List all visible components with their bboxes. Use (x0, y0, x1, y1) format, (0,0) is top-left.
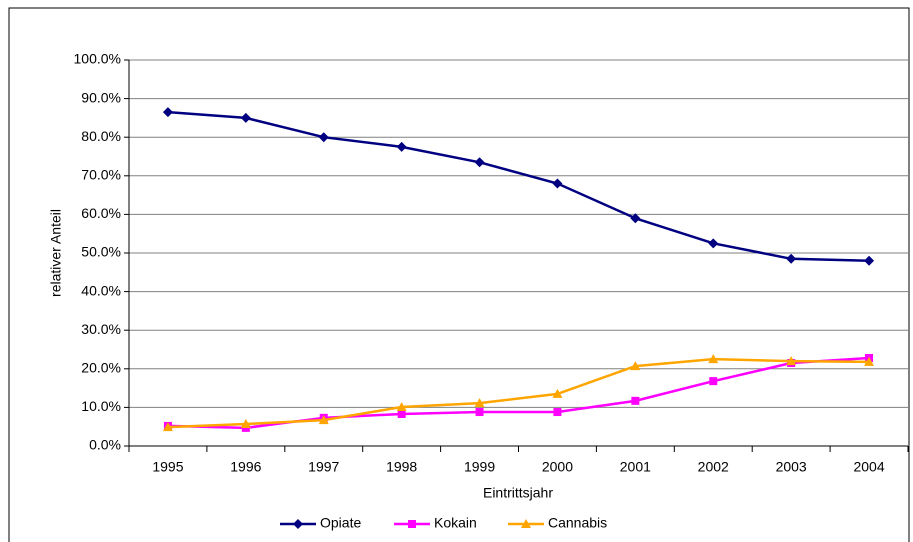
point (631, 396, 640, 405)
legend-marker (521, 519, 531, 528)
point (552, 388, 563, 398)
y-axis-title: relativer Anteil (48, 209, 64, 297)
series-line (167, 357, 870, 429)
legend-marker (293, 519, 303, 529)
y-tick-label: 20.0% (81, 360, 121, 376)
y-tick-label: 60.0% (81, 205, 121, 221)
point (708, 238, 719, 249)
x-tick-label: 1998 (386, 459, 417, 475)
point (474, 157, 485, 168)
legend-label: Opiate (320, 515, 361, 531)
point (864, 356, 875, 366)
y-tick-label: 40.0% (81, 282, 121, 298)
x-tick-label: 1997 (308, 459, 339, 475)
legend-marker (408, 520, 416, 528)
x-tick-label: 1996 (230, 459, 261, 475)
point (396, 141, 407, 152)
legend-label: Kokain (434, 515, 477, 531)
point (162, 107, 173, 118)
point (630, 361, 641, 371)
legend-label: Cannabis (548, 515, 607, 531)
y-tick-label: 70.0% (81, 167, 121, 183)
point (709, 377, 718, 386)
x-tick-label: 2004 (853, 459, 884, 475)
x-tick-label: 2000 (542, 459, 573, 475)
point (786, 356, 797, 366)
x-tick-label: 2003 (776, 459, 807, 475)
point (630, 213, 641, 224)
point (552, 178, 563, 189)
point (786, 253, 797, 264)
point (318, 415, 329, 425)
y-tick-label: 80.0% (81, 128, 121, 144)
point (864, 255, 875, 266)
point (240, 418, 251, 428)
point (475, 408, 484, 417)
point (708, 354, 719, 364)
x-tick-label: 1995 (152, 459, 183, 475)
point (553, 408, 562, 417)
y-tick-label: 90.0% (81, 89, 121, 105)
y-tick-label: 10.0% (81, 398, 121, 414)
series-line (167, 110, 870, 262)
point (162, 422, 173, 432)
point (397, 409, 406, 418)
x-axis-title: Eintrittsjahr (483, 485, 553, 501)
x-tick-label: 2002 (698, 459, 729, 475)
chart-frame (8, 7, 910, 542)
point (318, 132, 329, 143)
point (240, 112, 251, 123)
point (396, 402, 407, 412)
y-tick-label: 0.0% (89, 437, 121, 453)
y-tick-label: 30.0% (81, 321, 121, 337)
x-tick-label: 1999 (464, 459, 495, 475)
point (474, 398, 485, 408)
y-tick-label: 50.0% (81, 244, 121, 260)
y-tick-label: 100.0% (74, 51, 121, 67)
x-tick-label: 2001 (620, 459, 651, 475)
